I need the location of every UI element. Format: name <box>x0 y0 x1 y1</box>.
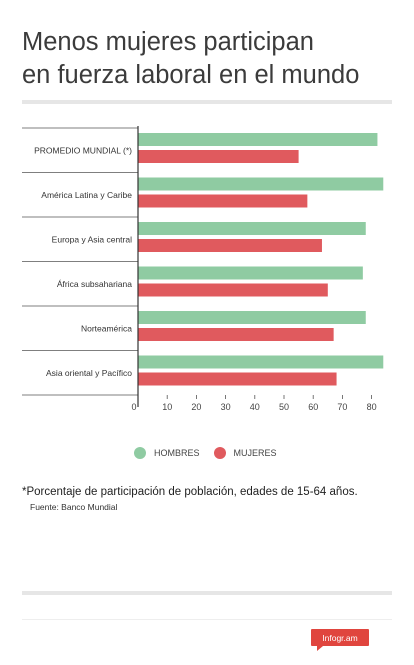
legend-dot-mujeres <box>213 447 226 459</box>
legend-item-mujeres[interactable]: MUJERES <box>213 447 277 459</box>
bar-mujeres-1[interactable] <box>138 194 308 208</box>
bars <box>138 133 384 386</box>
bar-mujeres-0[interactable] <box>138 150 299 163</box>
bar-hombres-5[interactable] <box>138 355 384 369</box>
category-labels: PROMEDIO MUNDIAL (*) América Latina y Car… <box>34 145 132 378</box>
x-tick-label: 70 <box>337 402 347 412</box>
x-tick-label: 0 <box>131 402 136 412</box>
top-divider <box>22 100 392 104</box>
category-label: Europa y Asia central <box>52 234 132 244</box>
legend-item-hombres[interactable]: HOMBRES <box>134 447 200 459</box>
bar-mujeres-2[interactable] <box>138 239 322 252</box>
category-label: PROMEDIO MUNDIAL (*) <box>34 145 132 155</box>
x-tick-label: 60 <box>308 402 318 412</box>
category-label: África subsahariana <box>57 279 132 289</box>
bottom-divider <box>22 591 392 595</box>
legend: HOMBRES MUJERES <box>134 447 291 459</box>
bar-hombres-1[interactable] <box>138 177 384 191</box>
title-line-2: en fuerza laboral en el mundo <box>22 61 360 89</box>
category-label: Asia oriental y Pacífico <box>46 368 132 378</box>
footnote: *Porcentaje de participación de població… <box>22 486 358 498</box>
x-tick-label: 50 <box>279 402 289 412</box>
x-axis-ticks: 0 10 20 30 40 50 60 70 80 <box>131 395 377 412</box>
x-tick-label: 80 <box>367 402 377 412</box>
legend-dot-hombres <box>134 447 146 459</box>
footer-divider <box>22 619 392 620</box>
source-note: Fuente: Banco Mundial <box>30 502 118 512</box>
legend-label-mujeres: MUJERES <box>233 448 277 458</box>
x-tick-label: 40 <box>250 402 260 412</box>
bar-mujeres-3[interactable] <box>138 283 328 297</box>
bar-hombres-3[interactable] <box>138 266 363 280</box>
infogram-logo-link[interactable]: Infogr.am <box>311 629 369 651</box>
bar-mujeres-5[interactable] <box>138 372 337 386</box>
bar-hombres-2[interactable] <box>138 222 366 235</box>
chart-title: Menos mujeres participan en fuerza labor… <box>22 26 402 92</box>
title-line-1: Menos mujeres participan <box>22 28 314 56</box>
x-tick-label: 20 <box>191 402 201 412</box>
category-separators <box>22 127 138 396</box>
bar-hombres-4[interactable] <box>138 311 366 324</box>
category-label: Norteamérica <box>81 323 132 333</box>
category-label: América Latina y Caribe <box>41 190 132 200</box>
x-tick-label: 30 <box>221 402 231 412</box>
bar-chart: PROMEDIO MUNDIAL (*) América Latina y Car… <box>22 126 384 412</box>
legend-label-hombres: HOMBRES <box>154 448 200 458</box>
bar-hombres-0[interactable] <box>138 133 378 146</box>
bar-mujeres-4[interactable] <box>138 328 334 341</box>
x-tick-label: 10 <box>162 402 172 412</box>
